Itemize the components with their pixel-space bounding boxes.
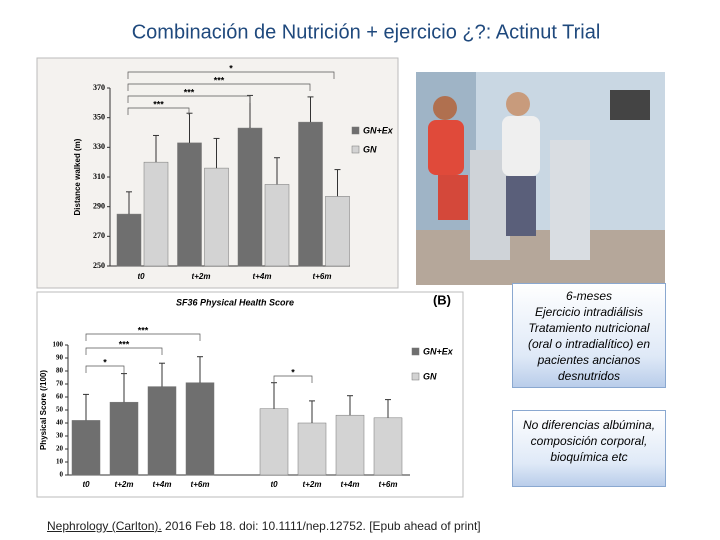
x-tick-label: t+2m [192, 272, 211, 281]
bar [373, 417, 403, 476]
significance-label: * [291, 367, 295, 377]
y-tick-label: 0 [60, 471, 64, 479]
x-tick-label: t+4m [253, 272, 272, 281]
significance-bracket [127, 107, 190, 115]
citation-rest: 2016 Feb 18. doi: 10.1111/nep.12752. [Ep… [161, 519, 481, 533]
y-tick-label: 70 [56, 380, 64, 388]
x-tick-label: t+6m [313, 272, 332, 281]
result-box: No diferencias albúmina, composición cor… [512, 410, 666, 487]
slide-title: Combinación de Nutrición + ejercicio ¿?:… [132, 21, 601, 43]
significance-bracket [127, 71, 335, 79]
y-tick-label: 50 [56, 406, 64, 414]
bar [143, 161, 169, 267]
box-line: No diferencias albúmina, composición cor… [522, 418, 656, 464]
y-tick-label: 290 [93, 201, 105, 210]
panel-label: (B) [433, 292, 451, 307]
bar [71, 420, 101, 476]
significance-bracket [273, 375, 313, 383]
y-tick-label: 100 [53, 341, 64, 349]
y-tick-label: 30 [56, 432, 64, 440]
bar [116, 213, 142, 267]
y-tick-label: 310 [93, 172, 105, 181]
significance-bracket [127, 95, 251, 103]
photo [416, 72, 665, 285]
y-tick-label: 60 [56, 393, 64, 401]
y-tick-label: 80 [56, 367, 64, 375]
x-tick-label: t+4m [153, 480, 172, 489]
legend-swatch [351, 126, 360, 135]
legend-label: GN+Ex [363, 125, 394, 135]
significance-label: *** [119, 339, 130, 349]
x-tick-label: t+4m [341, 480, 360, 489]
significance-label: *** [184, 87, 195, 97]
legend-label: GN+Ex [423, 346, 454, 356]
significance-label: *** [138, 325, 149, 335]
bar [204, 167, 229, 267]
bar [147, 386, 177, 476]
bar [335, 414, 365, 476]
significance-bracket [85, 365, 125, 373]
legend-swatch [411, 347, 420, 356]
y-tick-label: 270 [93, 231, 105, 240]
legend-swatch [411, 372, 420, 381]
y-tick-label: 10 [56, 458, 64, 466]
y-tick-label: 90 [56, 354, 64, 362]
summary-box: 6-meses Ejercicio intradiálisis Tratamie… [512, 283, 666, 388]
y-tick-label: 330 [93, 142, 105, 151]
significance-bracket [85, 347, 163, 355]
significance-bracket [127, 83, 311, 91]
y-axis-label: Physical Score (/100) [39, 370, 48, 450]
box-line: Ejercicio intradiálisis [534, 305, 644, 319]
bar [298, 121, 323, 267]
significance-bracket [85, 333, 201, 341]
bar [185, 382, 215, 476]
bar [177, 142, 202, 267]
box-line: 6-meses [565, 289, 612, 303]
box-line: Tratamiento nutricional (oral o intradia… [527, 321, 651, 383]
citation-journal[interactable]: Nephrology (Carlton). [47, 519, 162, 533]
bar [109, 401, 139, 476]
y-tick-label: 40 [56, 419, 64, 427]
bar [264, 184, 290, 267]
y-tick-label: 350 [93, 112, 105, 121]
significance-label: * [103, 357, 107, 367]
significance-label: * [229, 63, 233, 73]
x-tick-label: t0 [137, 272, 145, 281]
x-tick-label: t+6m [379, 480, 398, 489]
x-tick-label: t0 [82, 480, 90, 489]
legend-label: GN [363, 144, 377, 154]
y-tick-label: 250 [93, 261, 105, 270]
legend-label: GN [423, 371, 437, 381]
significance-label: *** [153, 99, 164, 109]
x-tick-label: t+6m [191, 480, 210, 489]
chart-title: SF36 Physical Health Score [176, 297, 294, 307]
citation: Nephrology (Carlton). 2016 Feb 18. doi: … [47, 519, 481, 533]
y-axis-label: Distance walked (m) [73, 138, 82, 215]
x-tick-label: t+2m [115, 480, 134, 489]
x-tick-label: t0 [270, 480, 278, 489]
bar [237, 127, 263, 267]
legend-swatch [351, 145, 360, 154]
x-tick-label: t+2m [303, 480, 322, 489]
bar [325, 196, 350, 267]
significance-label: *** [214, 75, 225, 85]
y-tick-label: 20 [56, 445, 64, 453]
y-tick-label: 370 [93, 83, 105, 92]
bar [297, 422, 327, 476]
bar [259, 408, 289, 476]
